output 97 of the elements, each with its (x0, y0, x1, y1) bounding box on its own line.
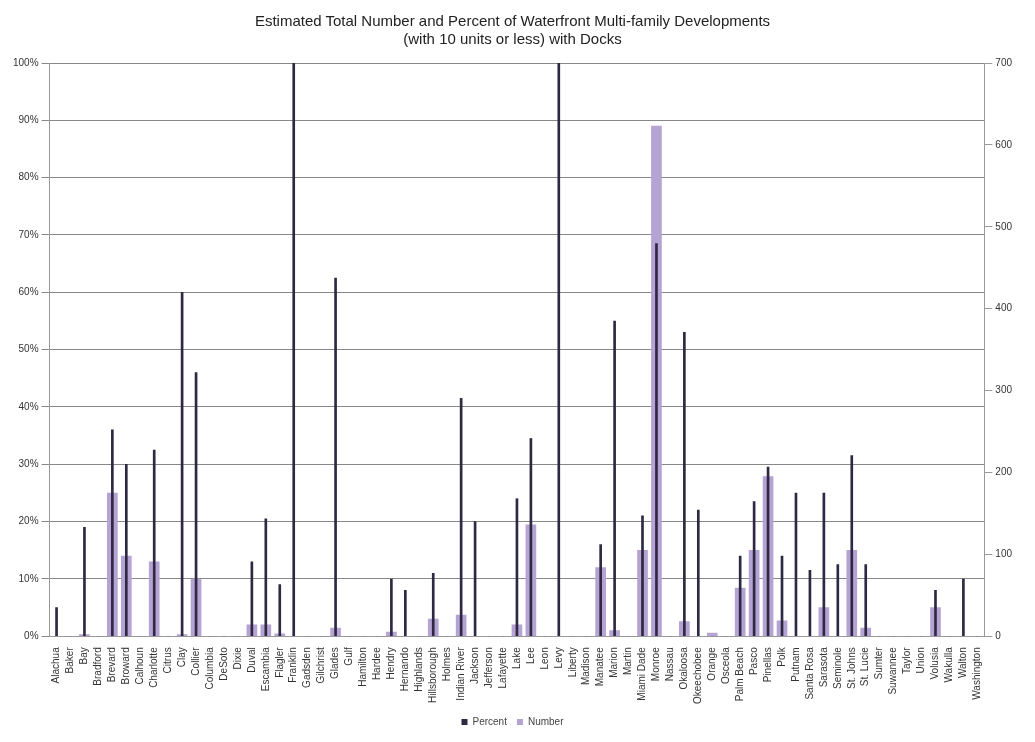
x-tick-label: Wakulla (943, 646, 955, 683)
x-tick-label: Gadsden (301, 647, 313, 688)
y-tick-label: 10% (18, 572, 39, 584)
x-tick-label: Franklin (287, 647, 299, 683)
x-tick-label: Holmes (440, 647, 452, 682)
y2-tick-label: 200 (995, 466, 1013, 478)
x-tick-label: Polk (775, 646, 787, 667)
x-tick-label: Washington (971, 647, 983, 700)
legend-label: Number (527, 715, 565, 727)
x-tick-label: Highlands (413, 647, 425, 692)
x-tick-label: Broward (120, 647, 132, 685)
y-tick-label: 50% (18, 343, 39, 355)
x-tick-label: Taylor (901, 646, 913, 674)
x-tick-label: Sumter (873, 646, 885, 680)
x-tick-label: Manatee (594, 646, 606, 687)
x-tick-label: Collier (189, 646, 201, 676)
bar (404, 590, 407, 637)
y2-tick-label: 400 (995, 302, 1013, 314)
bar (55, 607, 58, 637)
x-tick-label: Nassau (664, 647, 676, 682)
bar (836, 564, 840, 637)
bar (696, 509, 700, 637)
x-tick-label: Charlotte (147, 646, 159, 688)
y-tick-label: 30% (18, 458, 39, 470)
bar (292, 63, 296, 637)
x-tick-label: Hernando (399, 646, 411, 692)
legend-label: Percent (472, 715, 508, 727)
x-tick-label: Miami Dade (636, 646, 648, 701)
x-tick-label: Escambia (259, 646, 271, 692)
bar (557, 63, 561, 637)
x-tick-label: Lafayette (496, 646, 508, 689)
x-tick-label: Volusia (929, 646, 941, 680)
x-tick-label: Santa Rosa (803, 646, 815, 700)
x-tick-label: Madison (580, 647, 592, 686)
y2-tick-label: 0 (995, 630, 1002, 642)
y2-tick-label: 700 (995, 56, 1013, 68)
x-tick-label: Jackson (468, 647, 480, 684)
x-tick-label: Hendry (385, 647, 397, 680)
x-tick-label: Okeechobee (692, 646, 704, 705)
x-tick-label: Columbia (203, 646, 215, 690)
x-tick-label: Baker (64, 646, 76, 674)
x-tick-label: Walton (957, 647, 969, 679)
x-tick-label: Suwannee (887, 646, 899, 695)
chart-title: Estimated Total Number and Percent of Waterfront Multi-family Developments (with 10 units or less) with Docks (254, 12, 771, 48)
y2-tick-label: 100 (995, 548, 1013, 560)
x-tick-label: Martin (622, 647, 634, 676)
y-tick-label: 80% (18, 171, 39, 183)
x-tick-label: Marion (608, 647, 620, 678)
x-tick-label: DeSoto (217, 646, 229, 681)
x-tick-label: Osceola (719, 646, 731, 684)
bar (706, 632, 718, 637)
bar (962, 578, 965, 637)
x-tick-label: Leon (538, 647, 550, 670)
x-tick-label: Brevard (106, 647, 118, 683)
x-tick-label: Gilchrist (315, 647, 327, 684)
x-tick-label: Jefferson (482, 647, 494, 689)
x-tick-label: Hardee (371, 646, 383, 681)
x-tick-label: Alachua (50, 646, 62, 684)
x-tick-label: Gulf (343, 647, 355, 666)
x-tick-label: Putnam (789, 647, 801, 682)
y-tick-label: 90% (18, 114, 39, 126)
x-tick-label: Levy (552, 647, 564, 669)
y2-tick-label: 500 (995, 220, 1013, 232)
x-tick-label: Palm Beach (733, 647, 745, 702)
x-tick-label: Bradford (92, 647, 104, 686)
x-tick-label: Lake (510, 646, 522, 669)
y-tick-label: 20% (18, 515, 39, 527)
x-tick-label: Flagler (273, 646, 285, 678)
x-tick-label: Glades (329, 647, 341, 679)
y-tick-label: 0% (24, 630, 39, 642)
y-tick-label: 40% (18, 400, 39, 412)
x-tick-label: Union (915, 647, 927, 674)
x-tick-label: Seminole (831, 646, 843, 689)
y-tick-label: 100% (13, 56, 39, 68)
x-tick-label: Monroe (650, 646, 662, 682)
y2-tick-label: 600 (995, 138, 1013, 150)
x-tick-label: Citrus (161, 647, 173, 674)
x-tick-label: Lee (524, 646, 536, 664)
x-tick-label: Okaloosa (678, 646, 690, 690)
x-tick-label: Indian River (454, 646, 466, 701)
x-tick-label: Pasco (747, 646, 759, 676)
y2-tick-label: 300 (995, 384, 1013, 396)
y-tick-label: 60% (18, 286, 39, 298)
y-tick-label: 70% (18, 228, 39, 240)
x-tick-label: St. Johns (845, 647, 857, 689)
x-tick-label: Calhoun (134, 647, 146, 685)
x-tick-label: Orange (706, 646, 718, 681)
x-tick-label: Hamilton (357, 647, 369, 687)
x-tick-label: Pinellas (761, 647, 773, 683)
x-tick-label: Bay (78, 647, 90, 665)
x-tick-label: Liberty (566, 647, 578, 678)
x-tick-label: St. Lucie (859, 646, 871, 687)
x-tick-label: Dixie (231, 646, 243, 670)
x-tick-label: Hillsborough (426, 647, 438, 703)
x-tick-label: Duval (245, 647, 257, 673)
x-tick-label: Sarasota (817, 646, 829, 688)
x-tick-label: Clay (175, 647, 187, 668)
